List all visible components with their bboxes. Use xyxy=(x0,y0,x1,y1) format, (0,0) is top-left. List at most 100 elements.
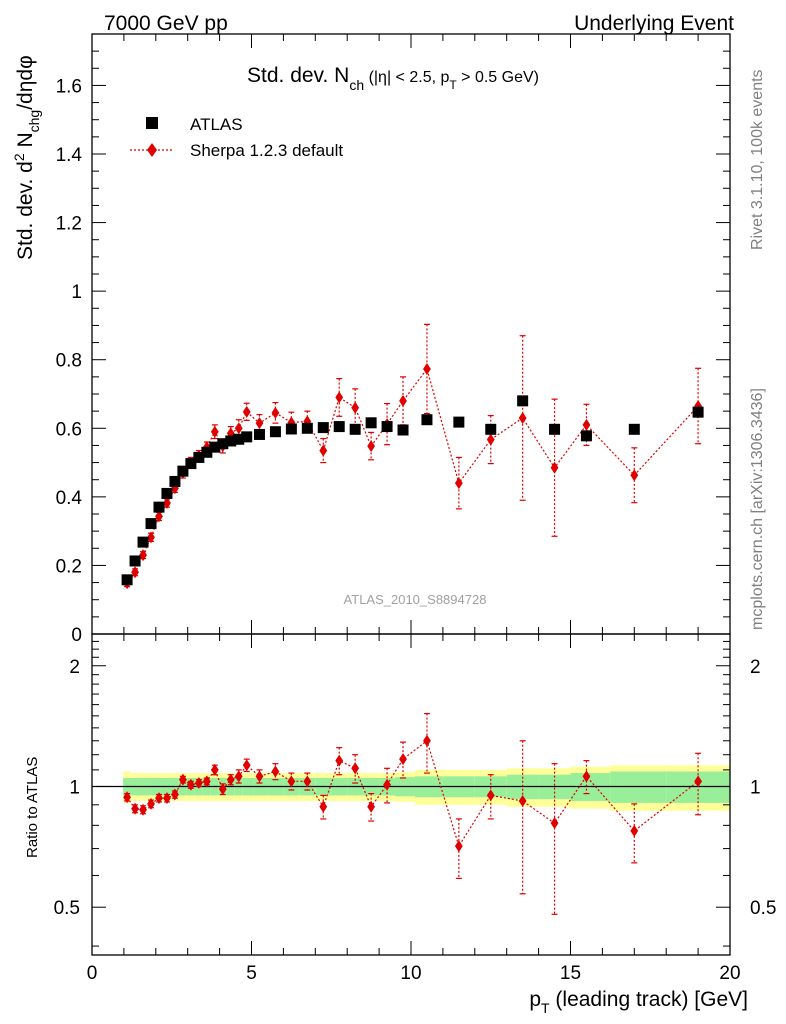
mc-point xyxy=(335,391,344,404)
ratio-mc-series xyxy=(123,712,702,915)
mc-point xyxy=(351,401,360,414)
y-tick-label: 0.6 xyxy=(56,419,82,440)
y-tick-label: 0.2 xyxy=(56,556,82,577)
plot-title-cond-sub: T xyxy=(449,78,457,92)
ratio-point xyxy=(171,788,179,801)
y-tick-label: 0.8 xyxy=(56,351,82,372)
x-tick-label: 0 xyxy=(87,963,98,984)
mc-point xyxy=(210,425,219,438)
atlas-point xyxy=(453,416,465,428)
mc-point xyxy=(155,510,163,523)
ratio-point xyxy=(155,792,163,805)
ratio-point xyxy=(147,797,155,810)
x-axis-label: pT (leading track) [GeV] xyxy=(529,988,748,1016)
plot-title-cond2: > 0.5 GeV) xyxy=(457,69,539,86)
mc-point xyxy=(486,433,495,446)
x-axis-label-b: (leading track) [GeV] xyxy=(550,988,748,1011)
ratio-point xyxy=(486,789,495,802)
atlas-point xyxy=(153,501,165,513)
atlas-point xyxy=(549,423,561,435)
ratio-point xyxy=(367,800,376,813)
atlas-point xyxy=(185,458,197,470)
main-ylabel: Std. dev. d2 Nchg/dηdφ xyxy=(11,55,42,260)
ratio-point xyxy=(271,765,280,778)
ratio-point xyxy=(423,734,431,747)
legend: ATLAS Sherpa 1.2.3 default xyxy=(130,115,343,160)
atlas-point xyxy=(169,475,181,487)
ratio-ylabel: Ratio to ATLAS xyxy=(24,757,41,858)
legend-mc-marker xyxy=(147,143,157,157)
mc-point xyxy=(234,422,243,435)
ratio-tick-label-left: 1 xyxy=(69,777,80,798)
atlas-point xyxy=(137,536,149,548)
plot-title: Std. dev. Nch (|η| < 2.5, pT > 0.5 GeV) xyxy=(247,64,539,93)
atlas-point xyxy=(241,431,253,443)
main-frame xyxy=(91,33,731,635)
ratio-tick-label-right: 2 xyxy=(750,657,761,678)
atlas-point xyxy=(269,426,281,438)
y-tick-label: 0 xyxy=(71,625,82,646)
ratio-point xyxy=(179,773,187,786)
atlas-point xyxy=(209,441,221,453)
y-tick-label: 0.4 xyxy=(56,488,83,509)
plot-title-cond1: (|η| < 2.5, p xyxy=(364,69,449,86)
ratio-point xyxy=(335,754,344,767)
ratio-point xyxy=(518,795,527,808)
atlas-point xyxy=(381,421,393,433)
ratio-point xyxy=(186,778,195,791)
header-left: 7000 GeV pp xyxy=(104,12,228,35)
mc-point xyxy=(367,440,376,453)
ratio-point xyxy=(399,753,407,766)
atlas-point xyxy=(365,417,377,429)
main-ylabel-c: /dηdφ xyxy=(14,55,37,110)
ratio-point xyxy=(163,792,171,805)
x-axis-label-sub: T xyxy=(541,1000,550,1016)
ratio-band-inner xyxy=(610,771,667,803)
ratio-point xyxy=(123,791,131,804)
ratio-point xyxy=(242,759,251,772)
ratio-tick-label-right: 1 xyxy=(750,777,761,798)
ratio-mc-line xyxy=(126,739,699,848)
legend-atlas-marker xyxy=(146,117,158,129)
atlas-point xyxy=(349,423,361,435)
atlas-point xyxy=(301,422,313,434)
ratio-point xyxy=(234,770,243,783)
main-data-series xyxy=(121,395,704,586)
main-ylabel-b: N xyxy=(14,132,37,153)
mc-point xyxy=(131,566,139,579)
atlas-point xyxy=(285,423,297,435)
atlas-point xyxy=(580,430,592,442)
mc-point xyxy=(163,497,171,510)
mc-point xyxy=(319,444,328,457)
y-tick-label: 1.4 xyxy=(56,145,83,166)
mc-point xyxy=(139,549,147,562)
atlas-point xyxy=(217,438,229,450)
main-ylabel-a: Std. dev. d xyxy=(14,161,37,260)
ratio-point xyxy=(202,775,211,788)
atlas-point xyxy=(397,424,409,436)
mc-point xyxy=(255,417,264,430)
ratio-point xyxy=(454,840,463,853)
x-tick-label: 15 xyxy=(560,963,581,984)
ratio-point xyxy=(226,773,235,786)
legend-atlas-label: ATLAS xyxy=(190,115,243,134)
ratio-tick-label-left: 2 xyxy=(69,657,80,678)
atlas-point xyxy=(333,421,345,433)
ratio-point xyxy=(194,777,203,790)
atlas-point xyxy=(253,428,265,440)
x-axis-label-a: p xyxy=(529,988,541,1011)
y-tick-label: 1.6 xyxy=(56,76,82,97)
mc-point xyxy=(287,416,296,429)
axes: 0 5 10 15 20 0 0.2 0.4 0.6 0.8 1 1.2 1.4 1.6 0.5 0.5 1 1 2… xyxy=(54,33,776,984)
mc-line xyxy=(126,367,699,584)
main-ylabel-sub: chg xyxy=(26,110,42,133)
main-ylabel-sup: 2 xyxy=(11,153,27,161)
mc-point xyxy=(630,469,639,482)
y-tick-label: 1.2 xyxy=(56,214,82,235)
mc-point xyxy=(271,406,280,419)
ratio-tick-label-right: 0.5 xyxy=(750,898,776,919)
ratio-point xyxy=(210,763,219,776)
ratio-point xyxy=(287,775,296,788)
atlas-point xyxy=(121,574,133,586)
